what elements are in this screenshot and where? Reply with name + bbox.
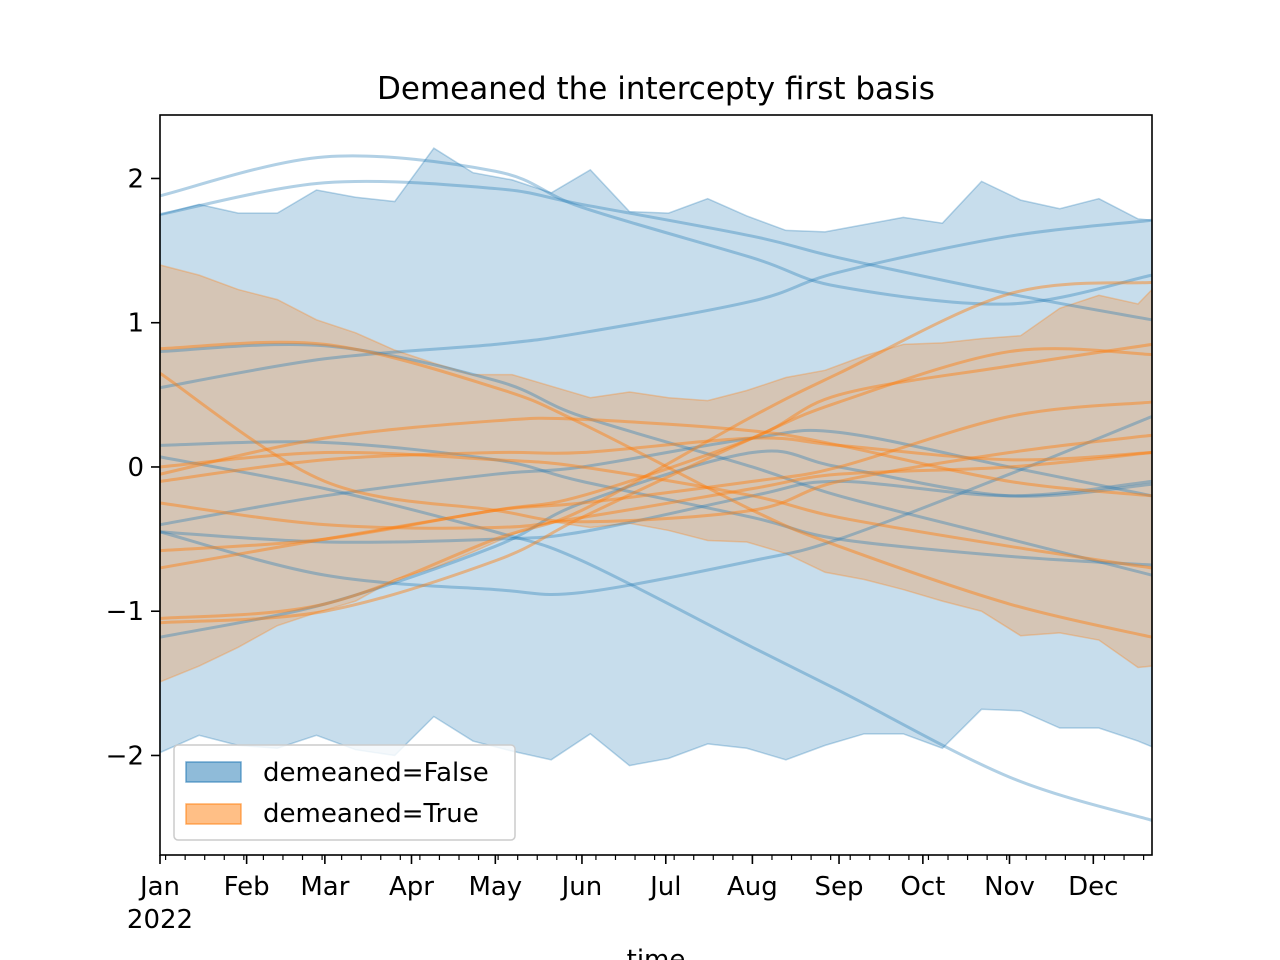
series-line-0 [159,154,1153,306]
series-line-12 [159,416,1153,498]
series-line-3 [159,455,1153,822]
legend: demeaned=False demeaned=True [173,744,516,841]
x-tick-year-label: 2022 [127,905,193,935]
legend-swatch-true [185,803,242,825]
series-line-18 [159,451,1153,530]
x-tick-label: Dec [1068,872,1118,902]
x-axis-label: time [627,945,686,960]
y-tick-label: 0 [127,453,144,483]
y-tick-label: 1 [127,309,144,339]
legend-label-false: demeaned=False [263,758,489,788]
series-line-1 [159,179,1153,322]
legend-label-true: demeaned=True [263,799,479,829]
y-tick-label: −1 [106,597,144,627]
x-tick-label: May [468,872,522,902]
series-line-11 [159,371,1153,524]
y-tick-label: −2 [106,741,144,771]
series-line-8 [159,449,1153,639]
legend-swatch-false [185,761,242,783]
series-line-7 [159,479,1153,544]
x-tick-label: Nov [984,872,1035,902]
series-line-6 [159,428,1153,527]
series-line-2 [159,218,1153,390]
legend-frame [173,744,516,841]
x-tick-label: Feb [224,872,270,902]
series-line-9 [159,415,1153,597]
series-line-16 [159,347,1153,625]
series-line-17 [159,400,1153,553]
series-line-5 [159,440,1153,567]
x-tick-label: Oct [900,872,945,902]
series-line-10 [159,340,1153,639]
x-tick-label: Jul [648,872,681,902]
y-axis: 2 1 0 −1 −2 [106,164,160,771]
x-tick-label: Sep [815,872,864,902]
axes-frame [159,114,1153,856]
series-line-13 [159,436,1153,483]
x-tick-label: Apr [389,872,434,902]
y-tick-label: 2 [127,164,144,194]
series-line-19 [159,450,1153,570]
x-tick-label: Jun [560,872,603,902]
plot-area [159,147,1153,822]
x-tick-label: Mar [300,872,349,902]
x-tick-label: Jan [138,872,180,902]
x-tick-label: Aug [727,872,778,902]
series-line-14 [159,280,1153,620]
series-line-15 [159,342,1153,570]
series-line-4 [159,342,1153,577]
chart-title: Demeaned the intercepty first basis [377,71,935,107]
